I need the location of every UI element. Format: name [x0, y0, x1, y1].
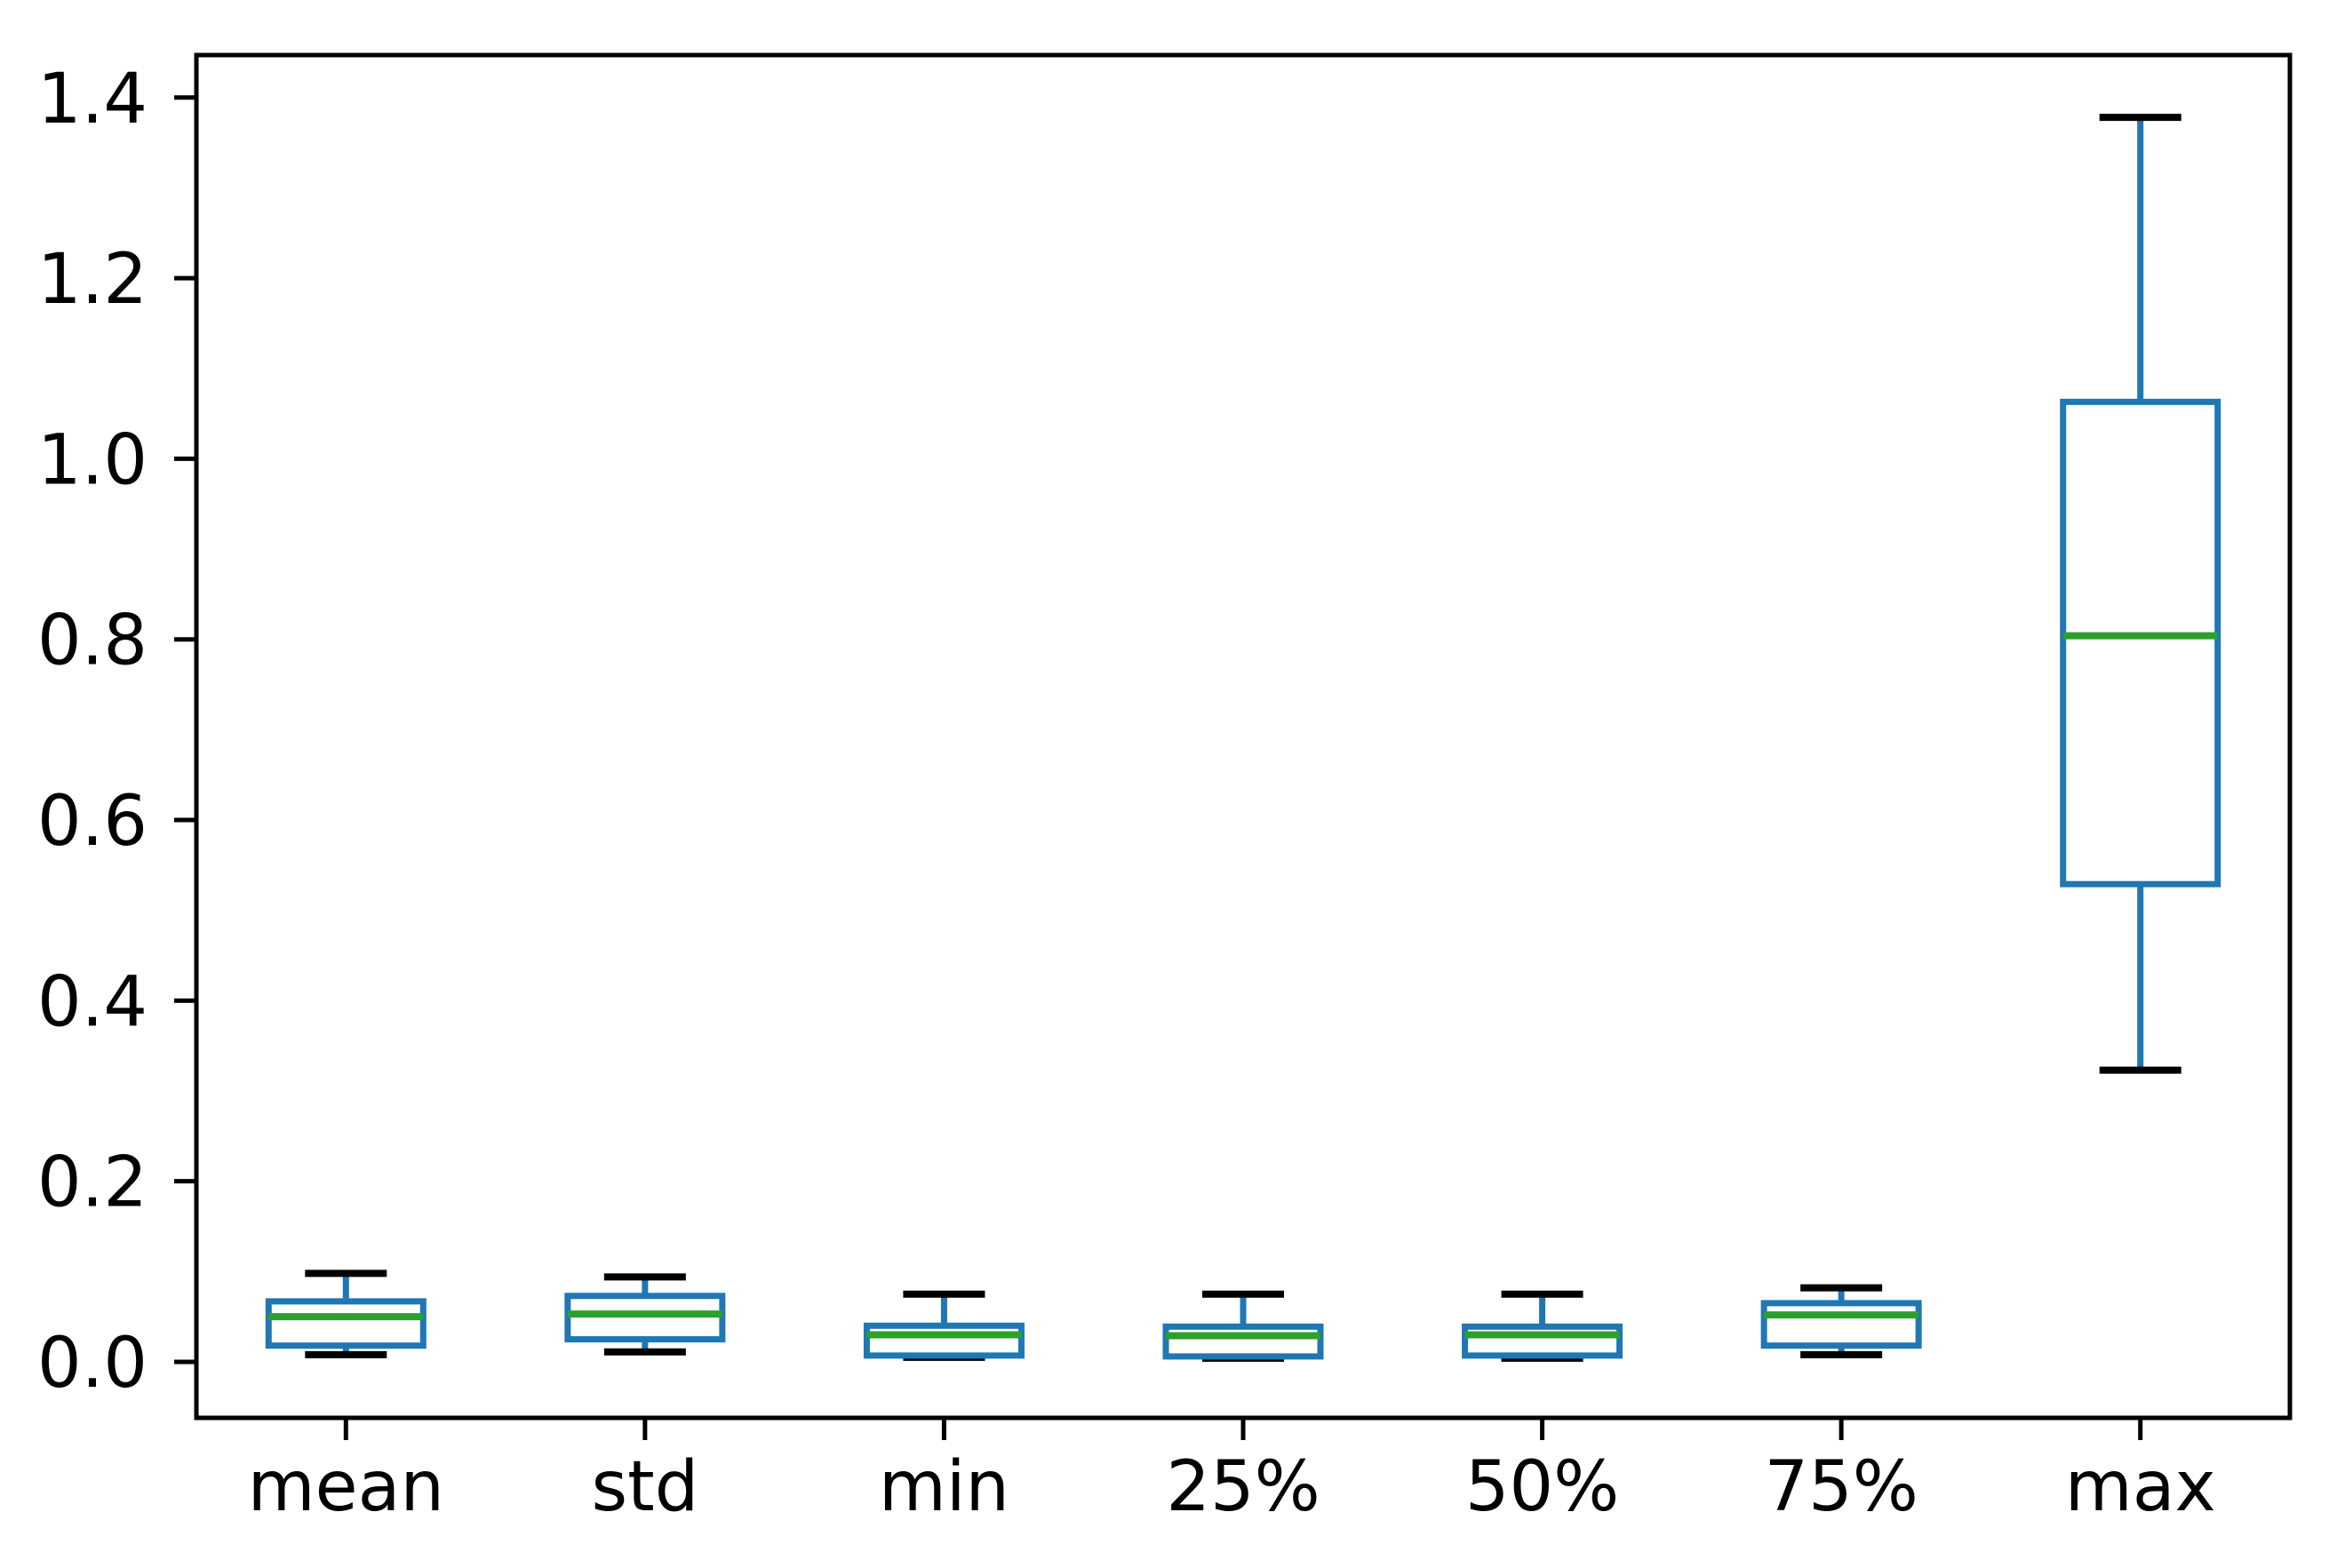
iqr-box [564, 1293, 726, 1343]
iqr-box [1760, 1300, 1922, 1349]
y-tick-label: 0.6 [37, 782, 148, 862]
x-tick-label: 50% [1465, 1447, 1619, 1527]
iqr-box [1462, 1323, 1623, 1359]
plot-frame [194, 52, 2293, 1421]
box-mean [265, 1270, 427, 1358]
x-tick-label: min [879, 1447, 1009, 1527]
y-tick-label: 1.0 [37, 420, 148, 500]
y-tick-label: 1.2 [37, 240, 148, 320]
y-tick-label: 0.8 [37, 601, 148, 681]
box-50pct [1462, 1290, 1623, 1362]
iqr-box [863, 1322, 1025, 1359]
box-25pct [1162, 1290, 1324, 1362]
y-tick-label: 1.4 [37, 60, 148, 139]
iqr-box [265, 1298, 427, 1349]
box-75pct [1760, 1284, 1922, 1358]
x-tick-label: mean [248, 1447, 444, 1527]
x-tick-label: 75% [1764, 1447, 1918, 1527]
iqr-box [1162, 1323, 1324, 1360]
iqr-box [2060, 398, 2221, 887]
y-tick-label: 0.0 [37, 1324, 148, 1404]
box-min [863, 1290, 1025, 1361]
x-tick-label: 25% [1166, 1447, 1320, 1527]
box-max [2060, 114, 2221, 1074]
x-tick-label: std [591, 1447, 698, 1527]
y-tick-label: 0.4 [37, 962, 148, 1042]
x-tick-label: max [2065, 1447, 2216, 1527]
y-tick-label: 0.2 [37, 1143, 148, 1223]
box-std [564, 1273, 726, 1356]
